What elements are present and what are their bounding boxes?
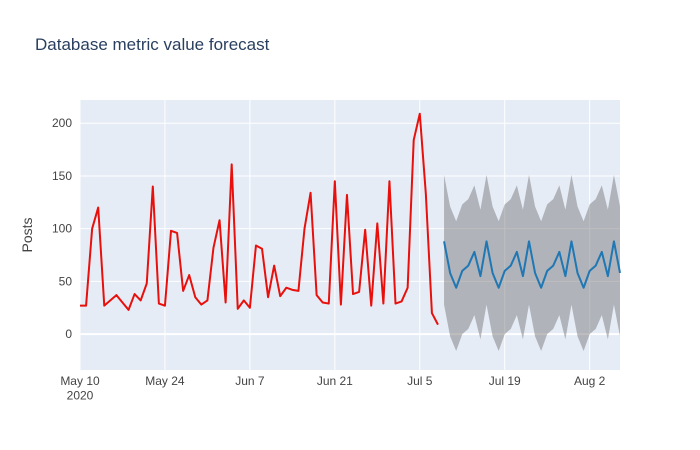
x-tick-label: Jul 19 (489, 374, 521, 388)
y-tick-label: 0 (65, 327, 72, 341)
x-tick-label: Jul 5 (407, 374, 433, 388)
series-line (80, 112, 439, 326)
y-tick-label: 50 (59, 274, 73, 288)
chart-title: Database metric value forecast (35, 35, 270, 54)
y-axis-title: Posts (19, 217, 35, 252)
x-tick-label: May 10 2020 (60, 374, 100, 402)
x-tick-label: Aug 2 (574, 374, 606, 388)
y-tick-label: 150 (52, 169, 72, 183)
x-tick-label: Jun 7 (235, 374, 265, 388)
x-tick-label: May 24 (145, 374, 185, 388)
series-line (443, 240, 621, 289)
confidence-band (444, 174, 620, 352)
x-tick-label: Jun 21 (317, 374, 353, 388)
y-tick-label: 200 (52, 116, 72, 130)
y-tick-label: 100 (52, 222, 72, 236)
